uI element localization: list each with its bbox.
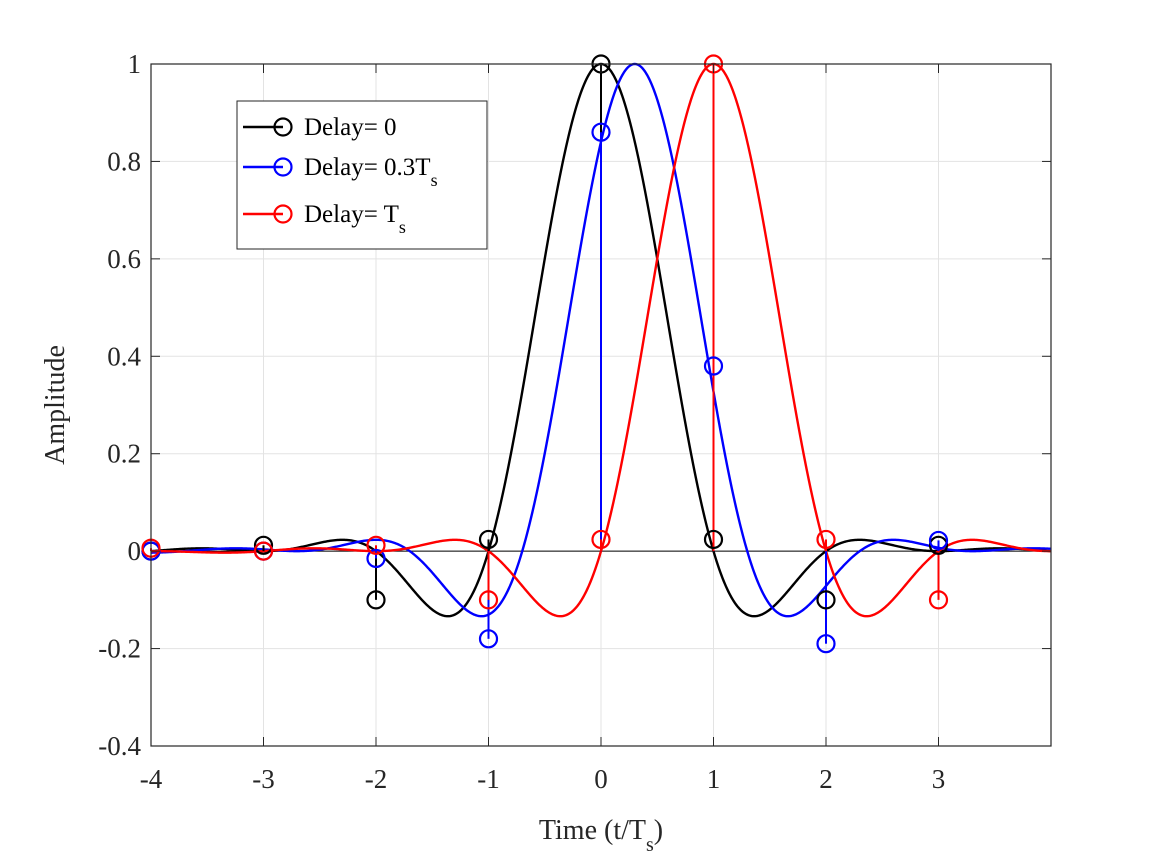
legend-marker-1 — [273, 157, 293, 177]
legend-label-2: Delay= Ts — [304, 201, 406, 237]
x-tick-label: 0 — [594, 764, 608, 794]
legend-marker-2 — [273, 204, 293, 224]
x-tick-label: 2 — [819, 764, 833, 794]
series-0-marker — [816, 590, 836, 610]
legend-label-0-main: Delay= 0 — [304, 114, 397, 141]
series-0-marker — [253, 535, 274, 555]
x-axis-label: Time (t/Ts) — [539, 815, 663, 856]
x-axis-label-close: ) — [654, 815, 663, 846]
y-tick-label: -0.2 — [98, 634, 141, 664]
x-axis-ticks: -4 -3 -2 -1 0 1 2 3 — [140, 64, 946, 794]
y-tick-label: 0.2 — [107, 439, 141, 469]
series-0-marker — [703, 529, 724, 550]
series-2-marker — [928, 590, 949, 610]
series-0-marker — [928, 535, 949, 555]
series-1-marker — [703, 356, 724, 376]
legend-label-1-main: Delay= 0.3T — [304, 154, 431, 181]
series-1-marker — [816, 634, 836, 654]
y-axis-label: Amplitude — [40, 345, 71, 465]
x-tick-label: -1 — [477, 764, 500, 794]
series-1-marker — [928, 530, 949, 551]
series-0-marker — [366, 590, 386, 610]
legend-label-2-main: Delay= T — [304, 201, 399, 228]
x-tick-label: -3 — [252, 764, 275, 794]
legend-marker-0 — [273, 117, 293, 137]
legend-label-0: Delay= 0 — [304, 114, 397, 141]
legend-label-1: Delay= 0.3Ts — [304, 154, 438, 190]
y-tick-label: 0 — [128, 536, 142, 566]
series-2-marker — [366, 535, 386, 555]
y-tick-label: 0.8 — [107, 146, 141, 176]
series-2-marker — [478, 590, 499, 610]
series-markers — [141, 54, 949, 654]
x-tick-label: -4 — [140, 764, 163, 794]
series-2-marker — [253, 541, 274, 561]
legend-label-2-sub: s — [399, 217, 406, 237]
y-tick-label: 1 — [128, 49, 142, 79]
x-tick-label: 3 — [932, 764, 946, 794]
series-2-marker — [591, 529, 611, 550]
legend-label-1-sub: s — [431, 170, 438, 190]
x-tick-label: -2 — [365, 764, 388, 794]
y-tick-label: 0.4 — [107, 341, 141, 371]
x-axis-label-main: Time (t/T — [539, 815, 646, 846]
x-tick-label: 1 — [707, 764, 721, 794]
series-1-marker — [366, 548, 386, 569]
series-1-marker — [478, 629, 499, 649]
y-tick-label: -0.4 — [98, 731, 141, 761]
series-2-marker — [816, 529, 836, 550]
series-0-marker — [478, 529, 499, 550]
y-axis-ticks: -0.4 -0.2 0 0.2 0.4 0.6 0.8 1 — [98, 49, 1051, 761]
y-tick-label: 0.6 — [107, 244, 141, 274]
x-axis-label-sub: s — [646, 834, 654, 856]
series-1-marker — [591, 122, 611, 142]
